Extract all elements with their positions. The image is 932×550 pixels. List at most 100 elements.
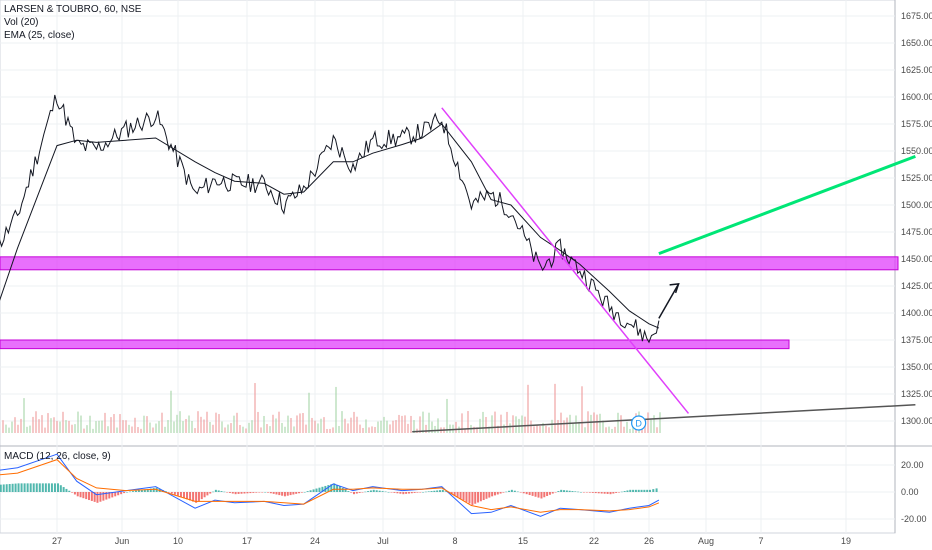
volume-bar [125, 420, 127, 433]
macd-histogram-bar [146, 488, 149, 492]
volume-bar [170, 390, 172, 433]
ema-line [0, 123, 660, 329]
volume-bar [377, 421, 379, 433]
macd-histogram-bar [571, 491, 574, 492]
macd-histogram-bar [269, 492, 272, 494]
volume-bar [368, 427, 370, 433]
volume-bar [242, 426, 244, 433]
price-zone[interactable] [0, 339, 790, 350]
volume-bar [467, 411, 469, 433]
volume-bar [284, 426, 286, 433]
volume-bar [590, 414, 592, 433]
volume-bar [578, 421, 580, 433]
volume-bar [323, 417, 325, 433]
macd-histogram-bar [306, 491, 309, 492]
macd-histogram-bar [546, 492, 549, 497]
macd-histogram-bar [496, 492, 499, 495]
volume-bar [551, 419, 553, 433]
volume-bar [500, 414, 502, 433]
macd-histogram-bar [456, 492, 459, 498]
volume-bar [527, 384, 529, 433]
volume-bar [176, 414, 178, 433]
volume-bar [119, 414, 121, 433]
price-tick-label: 1300.00 [901, 416, 932, 426]
dividend-event-label: D [635, 419, 642, 429]
macd-histogram-bar [344, 489, 347, 492]
volume-bar [434, 425, 436, 433]
volume-bar [128, 424, 130, 433]
trend-line[interactable] [412, 404, 916, 433]
macd-histogram-bar [126, 492, 129, 493]
price-tick-label: 1475.00 [901, 227, 932, 237]
macd-histogram-bar [117, 492, 120, 496]
drawing-tools[interactable]: D [412, 107, 916, 433]
volume-bar [251, 420, 253, 433]
volume-bar [413, 420, 415, 433]
price-tick-label: 1425.00 [901, 281, 932, 291]
support-resistance-zones[interactable] [0, 256, 899, 350]
volume-bar [137, 427, 139, 433]
macd-histogram-bar [226, 492, 229, 493]
macd-histogram-bar [528, 492, 531, 496]
volume-bar [431, 421, 433, 433]
volume-bar [455, 421, 457, 433]
volume-bar [26, 426, 28, 433]
volume-bar [437, 418, 439, 433]
volume-bar [5, 424, 7, 433]
volume-bar [407, 423, 409, 433]
volume-bar [653, 415, 655, 433]
price-series [0, 94, 660, 344]
volume-bar [164, 426, 166, 433]
volume-bar [104, 412, 106, 433]
macd-histogram-bar [513, 490, 516, 492]
dividend-event-marker[interactable] [631, 415, 647, 431]
macd-histogram-bar [120, 492, 123, 495]
macd-histogram-bar [197, 492, 200, 501]
volume-bar [110, 417, 112, 433]
macd-histogram-bar [90, 492, 93, 501]
macd-histogram-bar [649, 489, 651, 492]
volume-bar [548, 427, 550, 433]
volume-bar [533, 426, 535, 433]
volume-bar [497, 425, 499, 433]
volume-bar [122, 420, 124, 433]
macd-histogram-bar [134, 490, 137, 492]
macd-histogram-bar [433, 490, 436, 492]
volume-bar [278, 411, 280, 433]
macd-histogram-bar [11, 483, 14, 492]
macd-histogram-bar [170, 492, 173, 494]
macd-histogram-bar [462, 492, 465, 501]
macd-histogram-bar [50, 483, 53, 492]
volume-bar [290, 418, 292, 433]
volume-bar [506, 411, 508, 433]
macd-histogram-bar [321, 486, 324, 492]
macd-histogram-bar [597, 492, 600, 494]
macd-histogram-bar [399, 492, 402, 494]
macd-histogram-bar [358, 492, 361, 493]
macd-histogram-bar [652, 489, 655, 492]
volume-bar [404, 415, 406, 433]
macd-histogram-bar [57, 483, 59, 492]
macd-histogram-bar [364, 491, 367, 493]
macd-histogram-bar [295, 492, 298, 494]
macd-histogram-bar [499, 492, 502, 494]
trend-line[interactable] [441, 107, 690, 414]
macd-histogram-bar [283, 492, 286, 497]
volume-bar [563, 420, 565, 433]
volume-bar [158, 421, 160, 433]
macd-histogram-bar [350, 492, 353, 493]
volume-bar [602, 420, 604, 433]
macd-histogram-bar [441, 489, 444, 492]
volume-bar [320, 418, 322, 433]
price-zone[interactable] [0, 256, 899, 271]
trend-line[interactable] [658, 154, 916, 256]
projection-arrow[interactable] [658, 283, 680, 319]
macd-histogram-bar [93, 492, 96, 502]
macd-pane [0, 453, 660, 517]
macd-histogram-bar [609, 492, 612, 495]
volume-bar [8, 427, 10, 433]
macd-histogram-bar [444, 491, 447, 492]
volume-bar [218, 414, 220, 433]
macd-histogram-bar [275, 492, 278, 495]
